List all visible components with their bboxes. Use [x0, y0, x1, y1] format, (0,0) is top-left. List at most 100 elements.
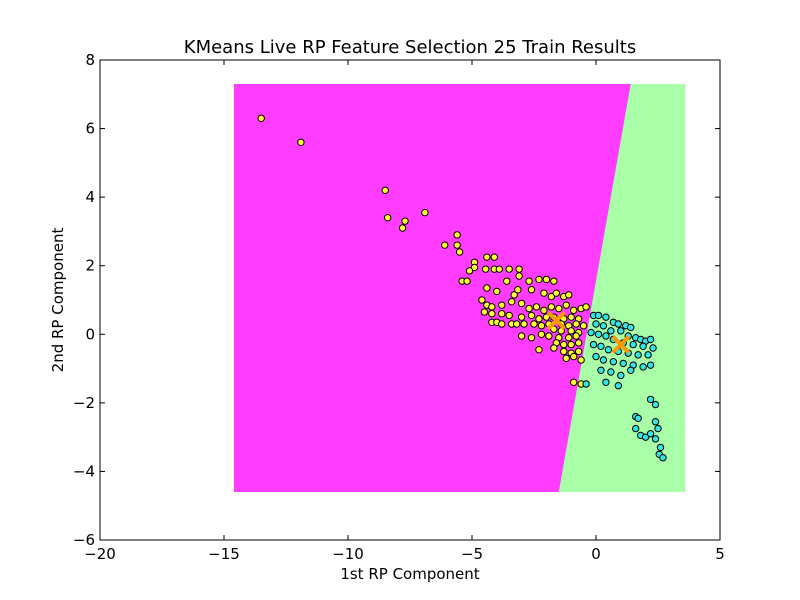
data-point-cluster-0: [542, 313, 551, 321]
data-point-cluster-0: [565, 334, 573, 342]
data-point-cluster-1: [646, 430, 655, 438]
data-point-cluster-0: [517, 313, 526, 321]
data-point-cluster-0: [383, 214, 392, 222]
data-point-cluster-0: [493, 287, 501, 296]
data-point-cluster-0: [480, 308, 489, 316]
plot-frame: [99, 59, 721, 541]
data-point-cluster-0: [507, 298, 516, 306]
data-point-cluster-0: [555, 304, 563, 313]
data-point-cluster-0: [495, 265, 503, 273]
data-point-cluster-0: [398, 224, 407, 232]
data-point-cluster-0: [465, 267, 474, 275]
data-point-cluster-0: [483, 284, 491, 292]
data-point-cluster-1: [639, 363, 647, 371]
data-point-cluster-1: [582, 380, 590, 388]
data-point-cluster-1: [599, 322, 608, 330]
data-point-cluster-1: [602, 332, 610, 340]
x-axis-label: 1st RP Component: [340, 565, 479, 583]
data-point-cluster-0: [550, 325, 558, 333]
data-point-cluster-0: [515, 265, 523, 273]
data-point-cluster-1: [597, 342, 605, 350]
data-point-cluster-0: [520, 320, 528, 328]
data-point-cluster-0: [569, 306, 578, 314]
data-point-cluster-0: [569, 352, 578, 361]
decision-region-background: [233, 84, 686, 492]
x-tick-label: 5: [715, 545, 725, 563]
data-point-cluster-0: [498, 301, 506, 309]
data-point-cluster-1: [617, 327, 625, 335]
centroid-markers: [546, 311, 631, 354]
data-point-cluster-0: [498, 310, 506, 318]
data-point-cluster-0: [483, 253, 491, 261]
centroid-marker-1: [611, 335, 631, 354]
x-tick-label: −5: [461, 545, 483, 563]
data-point-cluster-1: [631, 424, 640, 433]
data-point-cluster-1: [651, 435, 660, 443]
y-tick-label: 6: [85, 120, 95, 138]
data-point-cluster-0: [525, 277, 533, 285]
x-tick-label: −15: [208, 545, 240, 563]
data-point-cluster-0: [463, 277, 471, 285]
data-point-cluster-0: [488, 303, 496, 311]
data-point-cluster-1: [641, 433, 650, 441]
data-point-cluster-1: [614, 382, 623, 390]
data-point-cluster-0: [560, 340, 568, 349]
data-point-cluster-0: [540, 289, 548, 297]
data-point-cluster-0: [574, 339, 583, 347]
data-point-cluster-1: [589, 340, 598, 349]
data-point-cluster-0: [490, 253, 499, 261]
y-tick-label: 8: [85, 51, 95, 69]
data-point-cluster-1: [659, 454, 667, 462]
data-point-cluster-0: [569, 378, 578, 386]
data-point-cluster-0: [562, 301, 570, 309]
data-point-cluster-1: [646, 335, 655, 344]
data-point-cluster-1: [602, 313, 610, 321]
data-point-cluster-0: [514, 286, 522, 294]
data-point-cluster-0: [401, 217, 409, 225]
y-tick-label: 4: [85, 188, 95, 206]
data-point-cluster-0: [567, 327, 575, 335]
data-point-cluster-1: [639, 342, 647, 350]
data-point-cluster-0: [503, 277, 511, 285]
data-point-cluster-0: [535, 315, 543, 323]
data-point-cluster-1: [646, 361, 655, 369]
data-point-cluster-1: [609, 358, 618, 366]
data-point-cluster-0: [550, 277, 558, 285]
data-point-cluster-0: [577, 356, 585, 364]
y-tick-label: −4: [73, 462, 95, 480]
data-point-cluster-0: [505, 311, 513, 320]
data-point-cluster-1: [627, 366, 635, 374]
data-point-cluster-1: [604, 346, 613, 354]
data-point-cluster-1: [627, 323, 635, 332]
data-point-cluster-1: [619, 359, 627, 368]
x-tick-label: −10: [332, 545, 364, 563]
data-point-cluster-0: [567, 340, 575, 349]
data-point-cluster-0: [257, 114, 265, 122]
data-point-cluster-1: [644, 351, 652, 359]
data-point-cluster-0: [421, 208, 429, 217]
data-point-cluster-0: [550, 344, 558, 352]
data-point-cluster-1: [607, 327, 615, 335]
data-point-cluster-1: [592, 320, 600, 328]
data-point-cluster-0: [505, 265, 513, 273]
data-point-cluster-0: [547, 303, 556, 311]
data-point-cluster-0: [547, 292, 556, 301]
data-point-cluster-1: [587, 328, 595, 337]
data-point-cluster-0: [572, 320, 580, 328]
data-point-cluster-0: [453, 231, 461, 239]
data-point-cluster-1: [607, 368, 615, 376]
data-point-cluster-0: [562, 354, 570, 362]
data-point-cluster-0: [552, 289, 561, 297]
data-point-cluster-1: [597, 366, 605, 374]
y-tick-label: −6: [73, 531, 95, 549]
scatter-points: [257, 114, 667, 462]
data-point-cluster-1: [617, 371, 625, 380]
data-point-cluster-0: [545, 332, 553, 340]
data-point-cluster-0: [527, 334, 536, 342]
data-point-cluster-1: [646, 395, 655, 404]
data-point-cluster-0: [530, 320, 538, 328]
centroid-marker-0: [546, 311, 566, 330]
data-point-cluster-0: [560, 347, 568, 356]
data-point-cluster-0: [527, 286, 536, 294]
